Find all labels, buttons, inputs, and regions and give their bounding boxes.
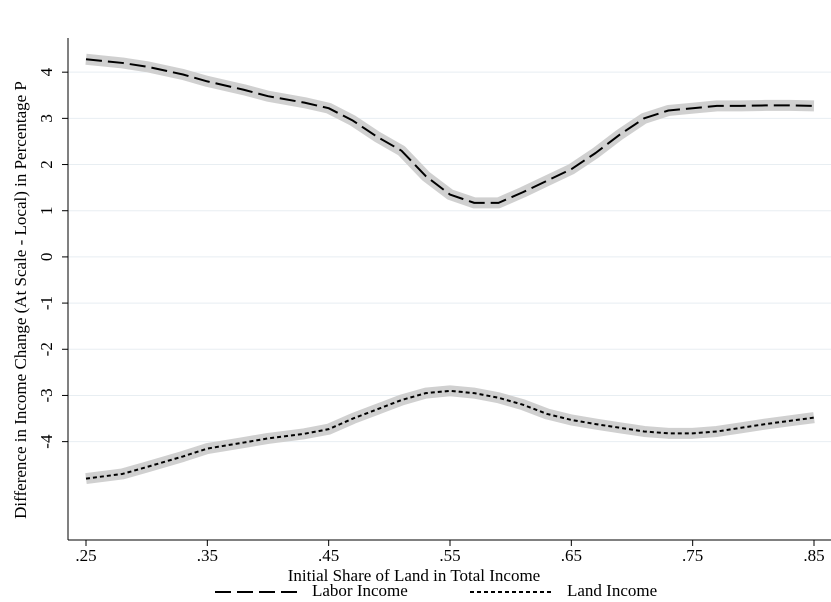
legend-label: Land Income	[567, 581, 657, 600]
y-tick-label: -2	[37, 342, 56, 356]
x-tick-label: .85	[803, 546, 824, 565]
y-tick-label: 3	[37, 114, 56, 123]
confidence-band	[85, 385, 815, 485]
y-tick-label: 4	[37, 67, 56, 76]
x-tick-label: .75	[682, 546, 703, 565]
y-tick-label: 0	[37, 253, 56, 262]
y-tick-label: 2	[37, 160, 56, 169]
series-line	[85, 389, 815, 480]
legend-label: Labor Income	[312, 581, 408, 600]
y-tick-label: 1	[37, 206, 56, 215]
x-tick-label: .45	[318, 546, 339, 565]
x-tick-label: .35	[197, 546, 218, 565]
x-tick-label: .65	[561, 546, 582, 565]
y-tick-label: -1	[37, 296, 56, 310]
x-tick-label: .55	[439, 546, 460, 565]
confidence-band	[85, 53, 815, 209]
x-tick-label: .25	[75, 546, 96, 565]
y-tick-label: -3	[37, 388, 56, 402]
y-axis-title: Difference in Income Change (At Scale - …	[11, 81, 30, 519]
series-line	[85, 58, 815, 204]
y-tick-label: -4	[37, 434, 56, 449]
x-axis-title: Initial Share of Land in Total Income	[288, 566, 540, 585]
